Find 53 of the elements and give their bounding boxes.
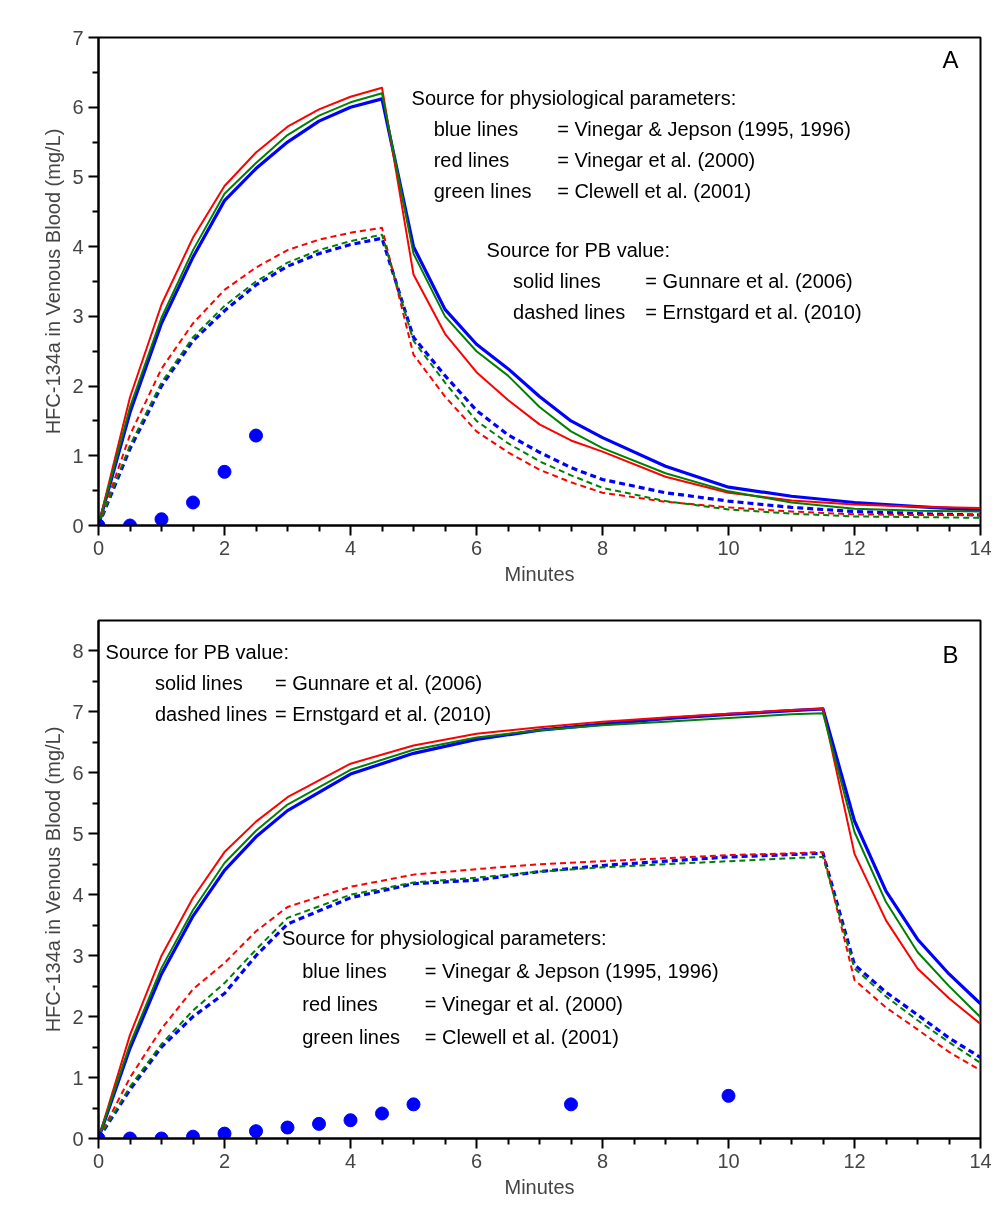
x-tick-label: 12 [843, 536, 866, 559]
x-tick-label: 6 [470, 536, 483, 559]
text: solid lines = Gunnare et al. (2006) [513, 270, 853, 293]
x-tick-label: 2 [218, 1149, 231, 1172]
y-tick-label: 4 [72, 235, 84, 258]
y-tick-label: 6 [72, 96, 84, 119]
text: blue lines = Vinegar & Jepson (1995, 1996) [302, 960, 719, 983]
x-tick-label: 10 [717, 536, 740, 559]
text: red lines = Vinegar et al. (2000) [433, 148, 756, 171]
text: solid lines = Gunnare et al. (2006) [154, 671, 483, 694]
x-tick-label: 10 [717, 1149, 740, 1172]
x-tick-label: 14 [969, 1149, 992, 1172]
annotation: Source for PB value: [486, 238, 671, 261]
x-axis-title: Minutes [504, 562, 575, 585]
y-tick-label: 0 [72, 1127, 84, 1150]
y-axis-title: HFC-134a in Venous Blood (mg/L) [42, 726, 65, 1033]
x-tick-label: 4 [344, 536, 357, 559]
annotation: Source for physiological parameters: [281, 927, 607, 950]
text: red lines = Vinegar et al. (2000) [302, 993, 623, 1016]
x-tick-label: 12 [843, 1149, 866, 1172]
y-tick-label: 1 [72, 444, 84, 467]
y-tick-label: 7 [72, 700, 84, 723]
x-tick-label: 2 [218, 536, 231, 559]
text: green lines = Clewell et al. (2001) [433, 180, 752, 203]
annotation: dashed lines = Ernstgard et al. (2010) [154, 702, 492, 725]
x-axis-title: Minutes [504, 1175, 575, 1198]
y-tick-label: 1 [72, 1066, 84, 1089]
y-tick-label: 4 [72, 883, 84, 906]
x-tick-label: 6 [470, 1149, 483, 1172]
y-tick-label: 6 [72, 761, 84, 784]
y-tick-label: 8 [72, 639, 84, 662]
y-tick-label: 3 [72, 305, 84, 328]
annotation: Source for physiological parameters: [411, 86, 737, 109]
y-tick-label: 2 [72, 1005, 84, 1028]
y-tick-label: 5 [72, 165, 84, 188]
y-tick-label: 2 [72, 375, 84, 398]
text: blue lines = Vinegar & Jepson (1995, 1996) [433, 117, 851, 140]
annotation: B [942, 640, 959, 668]
x-tick-label: 0 [92, 1149, 105, 1172]
y-tick-label: 0 [72, 514, 84, 537]
y-tick-label: 3 [72, 944, 84, 967]
y-tick-label: 5 [72, 822, 84, 845]
x-tick-label: 8 [596, 536, 609, 559]
annotation: A [942, 45, 959, 73]
x-tick-label: 8 [596, 1149, 609, 1172]
y-axis-title: HFC-134a in Venous Blood (mg/L) [42, 128, 65, 435]
text: green lines = Clewell et al. (2001) [302, 1026, 619, 1049]
x-tick-label: 4 [344, 1149, 357, 1172]
x-tick-label: 0 [92, 536, 105, 559]
annotation: dashed lines = Ernstgard et al. (2010) [513, 301, 862, 324]
x-tick-label: 14 [969, 536, 992, 559]
annotation: Source for PB value: [105, 640, 289, 663]
y-tick-label: 7 [72, 26, 84, 49]
